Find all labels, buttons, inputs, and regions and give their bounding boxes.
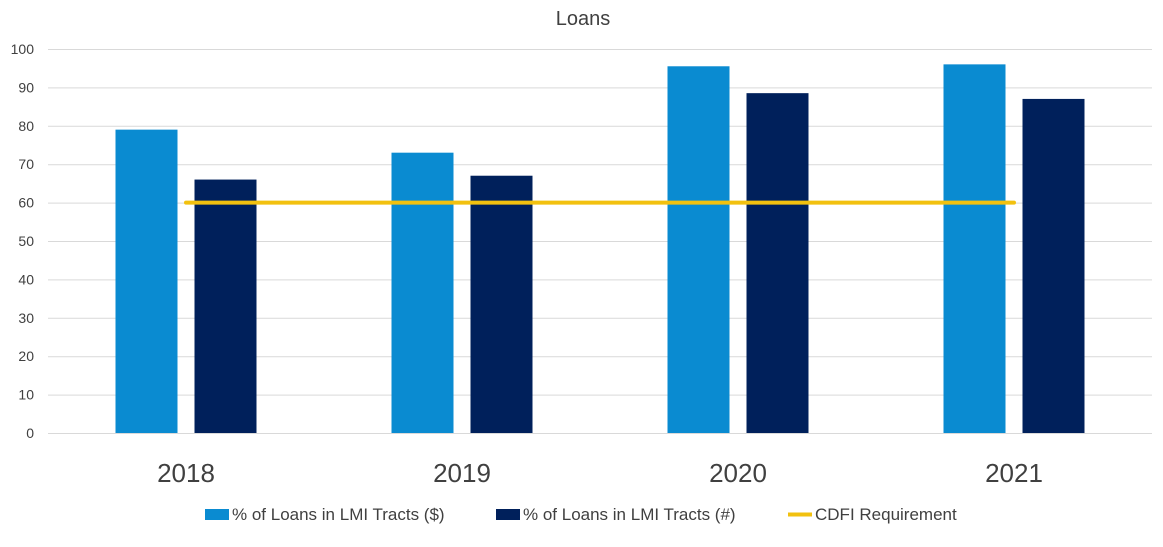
y-tick-label-60: 60 <box>18 195 34 211</box>
bar-dollar-2019 <box>391 152 454 433</box>
legend-swatch-count <box>496 509 520 520</box>
legend-item-dollar: % of Loans in LMI Tracts ($) <box>205 505 445 524</box>
bar-count-2018 <box>194 179 257 433</box>
y-axis-ticks: 0 10 20 30 40 50 60 70 80 90 100 <box>11 41 35 441</box>
y-tick-label-10: 10 <box>18 387 34 403</box>
y-tick-label-90: 90 <box>18 79 34 95</box>
x-tick-label-2020: 2020 <box>709 458 767 488</box>
x-tick-label-2021: 2021 <box>985 458 1043 488</box>
legend: % of Loans in LMI Tracts ($) % of Loans i… <box>205 505 957 524</box>
legend-label-cdfi: CDFI Requirement <box>815 505 957 524</box>
legend-swatch-dollar <box>205 509 229 520</box>
bar-series <box>115 64 1085 434</box>
y-tick-label-100: 100 <box>11 41 35 57</box>
bar-dollar-2020 <box>667 66 730 433</box>
legend-label-dollar: % of Loans in LMI Tracts ($) <box>232 505 445 524</box>
legend-item-cdfi: CDFI Requirement <box>788 505 957 524</box>
legend-label-count: % of Loans in LMI Tracts (#) <box>523 505 736 524</box>
y-tick-label-80: 80 <box>18 118 34 134</box>
bar-count-2021 <box>1022 98 1085 434</box>
y-tick-label-30: 30 <box>18 310 34 326</box>
legend-item-count: % of Loans in LMI Tracts (#) <box>496 505 736 524</box>
bar-dollar-2018 <box>115 129 178 433</box>
x-tick-label-2018: 2018 <box>157 458 215 488</box>
bar-dollar-2021 <box>943 64 1006 434</box>
bar-count-2019 <box>470 175 533 433</box>
y-tick-label-0: 0 <box>26 425 34 441</box>
y-tick-label-20: 20 <box>18 348 34 364</box>
y-tick-label-70: 70 <box>18 156 34 172</box>
chart-title: Loans <box>556 8 611 30</box>
x-axis-ticks: 2018 2019 2020 2021 <box>157 458 1043 488</box>
y-tick-label-40: 40 <box>18 271 34 287</box>
x-tick-label-2019: 2019 <box>433 458 491 488</box>
y-tick-label-50: 50 <box>18 233 34 249</box>
bar-count-2020 <box>746 93 809 433</box>
